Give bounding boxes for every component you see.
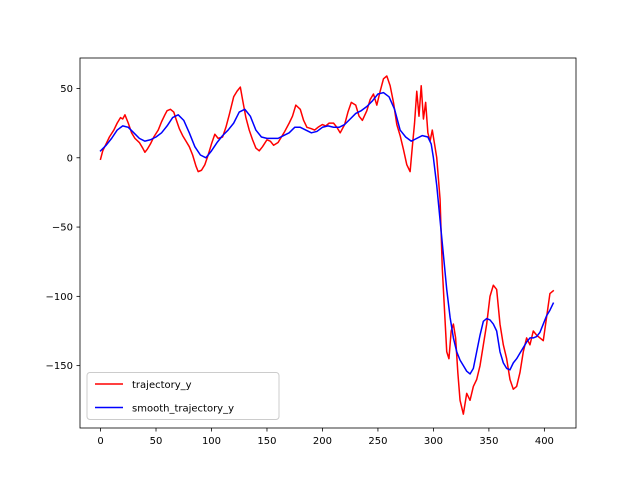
x-tick-label: 400: [535, 436, 554, 447]
legend-entries: trajectory_y smooth_trajectory_y: [95, 380, 234, 415]
x-axis: 0 50 100 150 200 250 300 350 400: [97, 428, 554, 447]
legend-label-smooth-trajectory-y: smooth_trajectory_y: [132, 404, 234, 415]
series-line-smooth-trajectory-y: [99, 91, 555, 375]
x-tick-label: 300: [424, 436, 443, 447]
x-tick-label: 0: [97, 436, 103, 447]
x-tick-label: 200: [313, 436, 332, 447]
legend: trajectory_y smooth_trajectory_y: [86, 372, 280, 420]
plot-area: 0 50 100 150 200 250 300 350 400 500−50−100−150 …: [46, 57, 577, 447]
y-tick-label: 50: [60, 84, 73, 95]
x-tick-label: 250: [368, 436, 387, 447]
x-tick-label: 100: [202, 436, 221, 447]
legend-frame: [86, 372, 280, 420]
series-layer: [99, 75, 555, 415]
legend-label-trajectory-y: trajectory_y: [132, 380, 192, 391]
y-tick-label: −50: [52, 223, 73, 234]
x-tick-label: 150: [257, 436, 276, 447]
x-tick-label: 350: [479, 436, 498, 447]
y-tick-label: −150: [46, 361, 73, 372]
y-tick-label: 0: [67, 153, 73, 164]
series-line-trajectory-y: [99, 75, 555, 415]
y-tick-label: −100: [46, 292, 73, 303]
plot-border: [79, 57, 577, 429]
x-tick-label: 50: [150, 436, 163, 447]
y-axis: 50 0 −50 −100 −150: [46, 84, 80, 372]
